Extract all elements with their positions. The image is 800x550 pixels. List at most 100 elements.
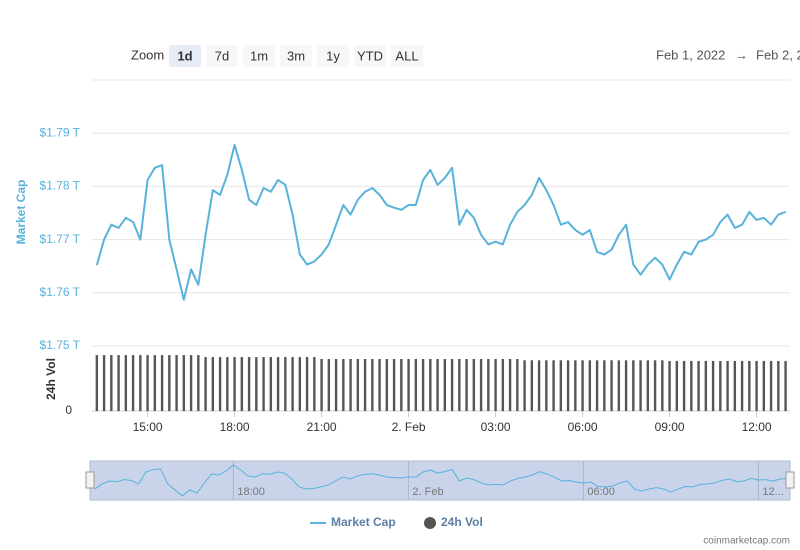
volume-bar <box>494 359 497 411</box>
volume-bar <box>371 359 374 411</box>
zoom-button-label[interactable]: 1y <box>326 48 340 63</box>
volume-bar <box>197 355 200 411</box>
volume-bar <box>588 360 592 411</box>
navigator-tick-label: 18:00 <box>237 486 265 498</box>
volume-bar <box>574 360 577 411</box>
zoom-button[interactable] <box>317 45 349 67</box>
volume-bar <box>704 360 708 411</box>
volume-bar <box>653 360 657 411</box>
volume-bar <box>313 357 316 411</box>
volume-bar <box>320 359 323 411</box>
volume-bar <box>682 360 686 411</box>
legend-label[interactable]: Market Cap <box>331 515 396 529</box>
volume-bar <box>711 360 715 411</box>
y-tick-label: $1.79 T <box>40 125 81 139</box>
volume-bar <box>748 360 751 411</box>
volume-bar <box>690 360 693 411</box>
volume-bar <box>189 355 193 411</box>
volume-bar <box>595 360 599 411</box>
y-tick-label: $1.75 T <box>40 338 81 352</box>
volume-bar <box>487 359 490 411</box>
volume-bar <box>269 357 273 411</box>
volume-bar <box>131 355 135 411</box>
volume-bar <box>233 357 236 411</box>
volume-bar <box>327 359 331 411</box>
volume-bar <box>566 360 570 411</box>
range-arrow: → <box>735 47 748 62</box>
volume-bar <box>668 360 671 411</box>
volume-bar <box>581 360 584 411</box>
volume-bar <box>298 357 302 411</box>
volume-bar <box>559 360 563 411</box>
volume-bar <box>407 359 410 411</box>
zoom-button[interactable] <box>280 45 312 67</box>
volume-bar <box>124 355 128 411</box>
navigator-handle[interactable] <box>785 471 795 489</box>
zoom-button-label[interactable]: 1m <box>250 48 268 63</box>
volume-bar <box>284 357 287 411</box>
zoom-button[interactable] <box>169 45 201 67</box>
volume-bar <box>755 360 758 411</box>
navigator-tick-label: 06:00 <box>587 486 615 498</box>
volume-bar <box>769 360 773 411</box>
volume-bar <box>603 360 606 411</box>
volume-bar <box>392 359 396 411</box>
legend-symbol <box>424 517 436 529</box>
x-tick-label: 12:00 <box>742 420 772 434</box>
y-tick-label: $1.77 T <box>40 232 81 246</box>
volume-bar <box>334 359 338 411</box>
volume-bar <box>255 357 258 411</box>
market-cap-line <box>95 143 786 301</box>
zoom-button[interactable] <box>391 45 423 67</box>
volume-bar <box>385 359 389 411</box>
credit: coinmarketcap.com <box>703 536 790 547</box>
volume-bar <box>450 359 454 411</box>
zoom-button-label[interactable]: YTD <box>357 48 383 63</box>
volume-bar <box>726 360 729 411</box>
volume-bar <box>719 360 722 411</box>
y-tick-label: $1.76 T <box>40 285 81 299</box>
y2-axis-title: 24h Vol <box>44 358 58 400</box>
volume-bar <box>697 360 700 411</box>
volume-bar <box>262 357 265 411</box>
zoom-label: Zoom <box>131 47 164 62</box>
volume-bar <box>356 359 360 411</box>
zoom-button-label[interactable]: 7d <box>215 48 229 63</box>
x-tick-label: 06:00 <box>568 420 598 434</box>
volume-bar <box>777 360 780 411</box>
navigator-tick-label: 12... <box>762 486 783 498</box>
volume-bar <box>226 357 229 411</box>
volume-bar <box>436 359 439 411</box>
zoom-button-label[interactable]: ALL <box>395 48 418 63</box>
volume-bar <box>458 359 461 411</box>
y2-tick-label: 0 <box>65 403 72 417</box>
x-tick-label: 15:00 <box>133 420 163 434</box>
volume-bar <box>523 360 526 411</box>
volume-bar <box>552 360 555 411</box>
volume-bar <box>443 359 447 411</box>
zoom-button-label[interactable]: 3m <box>287 48 305 63</box>
x-tick-label: 18:00 <box>220 420 250 434</box>
zoom-button-label[interactable]: 1d <box>177 48 192 63</box>
volume-bar <box>291 357 294 411</box>
volume-bar <box>400 359 403 411</box>
volume-bar <box>211 357 215 411</box>
volume-bar <box>632 360 635 411</box>
volume-bar <box>530 360 534 411</box>
zoom-button[interactable] <box>206 45 238 67</box>
volume-bar <box>160 355 164 411</box>
volume-bar <box>117 355 120 411</box>
volume-bar <box>661 360 664 411</box>
zoom-button[interactable] <box>243 45 275 67</box>
navigator-tick-label: 2. Feb <box>412 486 443 498</box>
navigator-line <box>94 464 788 497</box>
volume-bar <box>465 359 468 411</box>
navigator-handle[interactable] <box>85 471 95 489</box>
volume-bar <box>247 357 251 411</box>
volume-bar <box>95 355 99 411</box>
volume-bar <box>110 355 113 411</box>
legend-label[interactable]: 24h Vol <box>441 515 483 529</box>
volume-bar <box>153 355 157 411</box>
zoom-button[interactable] <box>354 45 386 67</box>
